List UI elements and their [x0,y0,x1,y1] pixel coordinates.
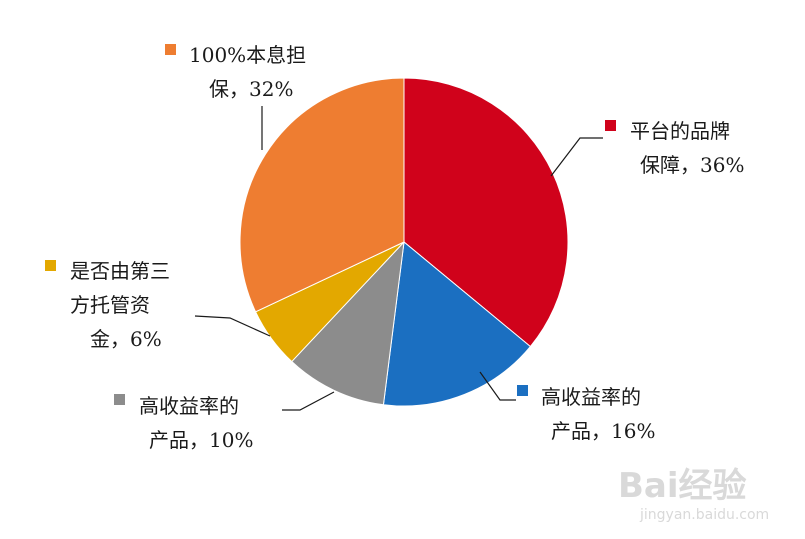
leader-line [282,391,335,411]
legend-marker [114,394,125,405]
slice-label: 是否由第三 [70,259,170,283]
slice-label: 产品，10% [149,428,253,452]
leader-line [550,137,603,177]
slice-label: 保，32% [209,77,293,101]
slice-label: 方托管资 [70,293,150,317]
pie-slice [239,77,405,313]
slice-label: 产品，16% [551,419,655,443]
slice-label: 保障，36% [640,153,744,177]
slice-label: 100%本息担 [189,43,306,67]
watermark-url: jingyan.baidu.com [639,507,769,523]
leader-lines [194,106,603,411]
slice-label: 高收益率的 [541,385,641,409]
watermark-brand: Bai经验 [618,466,747,506]
legend-marker [605,120,616,131]
slice-label: 平台的品牌 [630,119,730,143]
pie-slice [382,241,532,407]
slice-label: 高收益率的 [139,394,239,418]
pie-slices [239,77,569,407]
watermark: Bai经验 jingyan.baidu.com [618,466,769,523]
pie-slice [291,240,405,406]
legend-marker [165,44,176,55]
slice-label: 金，6% [90,327,162,351]
pie-slice [403,77,569,348]
legend-marker [517,385,528,396]
leader-line [194,315,271,337]
leader-line [479,371,516,401]
legend-marker [45,260,56,271]
